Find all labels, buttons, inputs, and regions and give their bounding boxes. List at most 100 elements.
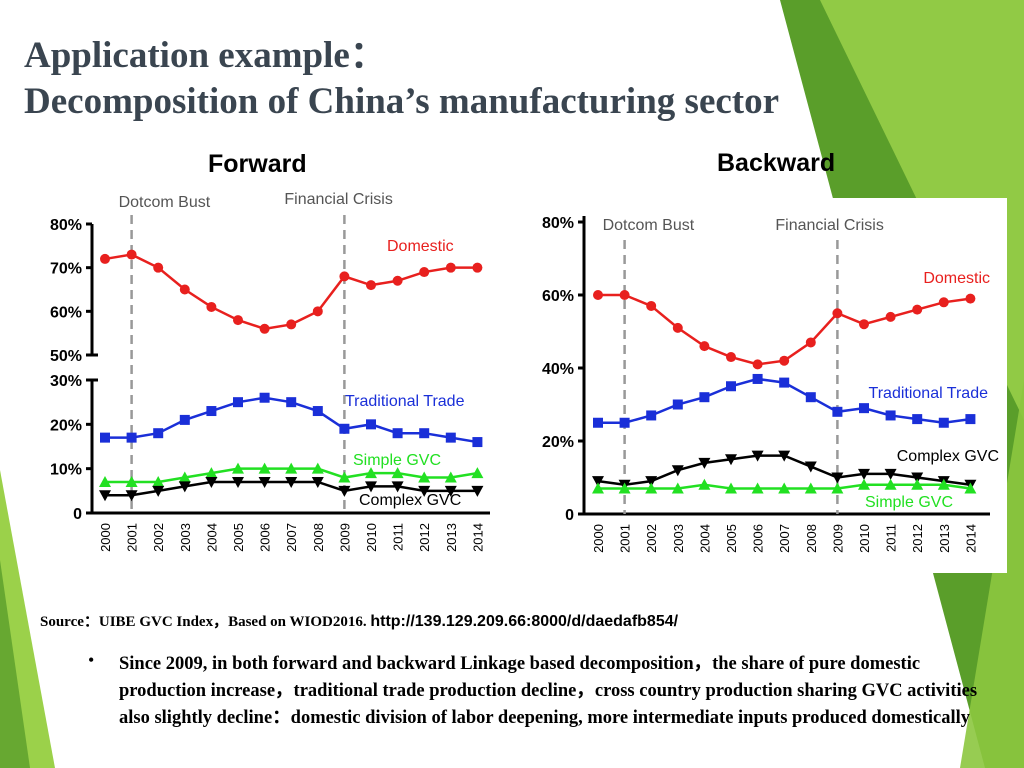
data-point-simple-gvc-1 — [618, 482, 631, 494]
data-point-domestic-0 — [593, 290, 603, 300]
y-tick-label-upper: 80% — [50, 217, 82, 234]
x-tick-label: 2011 — [884, 524, 899, 552]
y-tick-label: 0 — [565, 507, 574, 524]
data-point-traditional-trade-5 — [233, 397, 243, 408]
x-tick-label: 2001 — [125, 523, 140, 552]
data-point-complex-gvc-12 — [418, 485, 431, 497]
data-point-complex-gvc-6 — [258, 476, 271, 488]
forward-chart: 50% 60% 70% 80% 0 10% 20% 30% Dotcom Bust Financi… — [50, 191, 490, 552]
data-point-simple-gvc-11 — [391, 467, 404, 479]
x-tick-label: 2004 — [204, 523, 219, 552]
data-point-simple-gvc-7 — [778, 482, 791, 494]
data-point-traditional-trade-6 — [259, 392, 270, 403]
data-point-traditional-trade-10 — [859, 403, 869, 414]
y-tick-label-lower: 0 — [73, 506, 82, 523]
data-point-simple-gvc-11 — [884, 478, 897, 490]
data-point-traditional-trade-9 — [832, 406, 843, 417]
data-point-traditional-trade-14 — [965, 414, 976, 425]
x-tick-label: 2007 — [284, 523, 299, 552]
x-tick-label: 2003 — [671, 524, 686, 553]
data-point-simple-gvc-10 — [365, 467, 377, 479]
data-point-domestic-9 — [832, 308, 843, 319]
data-point-complex-gvc-7 — [285, 476, 298, 488]
x-tick-label: 2002 — [151, 523, 166, 552]
data-point-traditional-trade-0 — [100, 432, 110, 443]
data-point-traditional-trade-3 — [672, 399, 683, 410]
x-tick-label: 2002 — [644, 524, 659, 553]
series-label-traditional-trade: Traditional Trade — [869, 385, 989, 402]
data-point-complex-gvc-3 — [671, 465, 684, 477]
data-point-complex-gvc-10 — [365, 481, 377, 493]
series-label-domestic: Domestic — [923, 270, 990, 287]
chart-plot-background — [585, 198, 1007, 573]
data-point-traditional-trade-13 — [445, 432, 456, 443]
data-point-domestic-0 — [100, 253, 110, 264]
backward-chart-title: Backward — [717, 149, 836, 177]
series-label-simple-gvc: Simple GVC — [865, 494, 953, 511]
data-point-traditional-trade-4 — [206, 406, 217, 417]
data-point-complex-gvc-6 — [751, 450, 764, 462]
x-tick-label: 2012 — [910, 524, 925, 553]
data-point-complex-gvc-2 — [645, 476, 658, 488]
data-point-complex-gvc-0 — [592, 476, 604, 488]
data-point-simple-gvc-13 — [937, 478, 950, 490]
data-point-traditional-trade-12 — [912, 414, 923, 425]
slide-title-line-2: Decomposition of China’s manufacturing s… — [24, 81, 780, 122]
y-tick-label-lower: 30% — [50, 373, 82, 390]
data-point-simple-gvc-9 — [338, 471, 351, 483]
data-point-simple-gvc-6 — [258, 462, 271, 474]
series-label-complex-gvc: Complex GVC — [897, 448, 999, 465]
data-point-domestic-13 — [445, 262, 456, 273]
y-tick-label-lower: 20% — [50, 417, 82, 434]
data-point-domestic-1 — [619, 290, 630, 300]
data-point-traditional-trade-1 — [619, 417, 630, 428]
source-label: Source：UIBE GVC Index，Based on WIOD2016. — [40, 614, 367, 630]
data-point-simple-gvc-1 — [125, 475, 138, 487]
data-point-simple-gvc-13 — [444, 471, 457, 483]
x-tick-label: 2000 — [98, 523, 113, 552]
data-point-domestic-7 — [779, 355, 790, 366]
data-point-complex-gvc-11 — [391, 481, 404, 493]
data-point-domestic-13 — [938, 297, 949, 308]
data-point-simple-gvc-0 — [592, 482, 604, 494]
data-point-complex-gvc-10 — [858, 468, 870, 480]
x-tick-label: 2001 — [618, 524, 633, 553]
data-point-complex-gvc-2 — [152, 485, 165, 497]
data-point-simple-gvc-14 — [471, 467, 484, 479]
data-point-domestic-8 — [805, 337, 816, 348]
data-point-domestic-4 — [699, 341, 710, 352]
source-url-link[interactable]: http://139.129.209.66:8000/d/daedafb854/ — [370, 613, 679, 630]
data-point-complex-gvc-0 — [99, 490, 111, 502]
x-tick-label: 2005 — [724, 524, 739, 553]
event-label: Financial Crisis — [284, 191, 392, 208]
data-point-traditional-trade-2 — [646, 410, 657, 421]
x-tick-label: 2010 — [364, 523, 379, 552]
data-point-simple-gvc-3 — [178, 471, 191, 483]
event-label: Dotcom Bust — [119, 194, 211, 211]
data-point-domestic-14 — [965, 293, 976, 304]
data-point-simple-gvc-5 — [232, 462, 244, 474]
data-point-simple-gvc-7 — [285, 462, 298, 474]
data-point-simple-gvc-6 — [751, 482, 764, 494]
data-point-domestic-3 — [672, 322, 683, 333]
y-tick-label: 60% — [542, 288, 574, 305]
data-point-complex-gvc-4 — [205, 476, 218, 488]
y-tick-label-upper: 50% — [50, 348, 82, 365]
data-point-traditional-trade-2 — [153, 428, 164, 439]
data-point-complex-gvc-9 — [338, 485, 351, 497]
data-point-traditional-trade-6 — [752, 373, 763, 384]
data-point-domestic-11 — [885, 311, 896, 322]
data-point-complex-gvc-14 — [471, 485, 484, 497]
data-point-complex-gvc-8 — [311, 476, 324, 488]
data-point-simple-gvc-2 — [152, 475, 165, 487]
data-point-domestic-12 — [912, 304, 923, 315]
series-label-complex-gvc: Complex GVC — [359, 492, 461, 509]
data-point-simple-gvc-4 — [698, 478, 711, 490]
x-tick-label: 2014 — [963, 524, 978, 553]
data-point-complex-gvc-9 — [831, 472, 844, 484]
x-tick-label: 2005 — [231, 523, 246, 552]
data-point-traditional-trade-5 — [726, 381, 736, 392]
data-point-traditional-trade-7 — [779, 377, 790, 388]
x-tick-label: 2009 — [337, 523, 352, 552]
x-tick-label: 2006 — [258, 523, 273, 552]
